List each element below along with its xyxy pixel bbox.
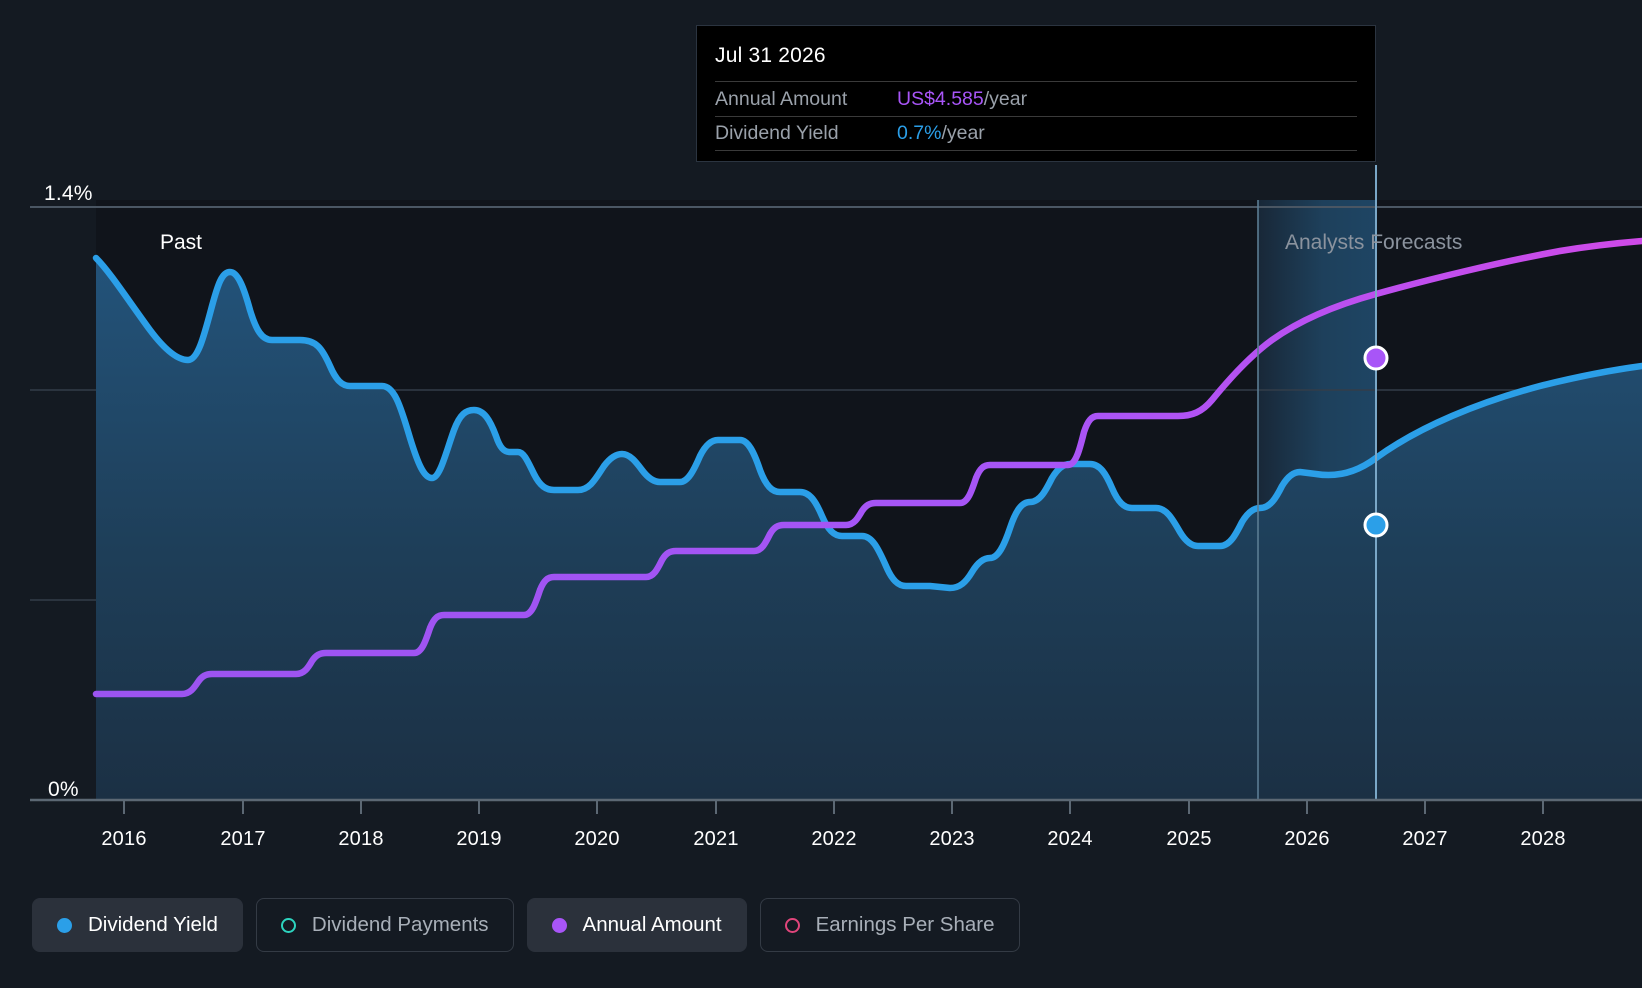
tooltip-row-value-accent: US$4.585 <box>897 87 984 110</box>
x-axis-tick-label: 2019 <box>456 828 502 850</box>
legend-item-dividend-payments[interactable]: Dividend Payments <box>255 898 514 952</box>
x-axis-tick-label: 2025 <box>1166 828 1212 850</box>
chart-plot-area: 1.4% 0% Past Analysts Forecasts <box>30 165 1642 814</box>
tooltip-row-key: Annual Amount <box>715 87 848 110</box>
legend-marker-icon <box>57 917 72 933</box>
x-axis-tick-label: 2023 <box>929 828 975 850</box>
marker-annual-amount[interactable] <box>1363 345 1389 371</box>
chart-legend: Dividend Yield Dividend Payments Annual Am… <box>32 898 1020 952</box>
tooltip-row-key: Dividend Yield <box>715 122 839 144</box>
tooltip-row: Dividend Yield 0.7%/year <box>715 116 1357 151</box>
x-axis-tick-label: 2024 <box>1047 828 1093 850</box>
legend-item-label: Earnings Per Share <box>815 913 995 936</box>
tooltip-row: Annual Amount US$4.585/year <box>715 81 1357 116</box>
y-axis-label-bottom: 0% <box>48 778 79 801</box>
tooltip-date: Jul 31 2026 <box>715 44 826 67</box>
x-axis-tick-label: 2017 <box>220 828 266 850</box>
tooltip-row-value-accent: 0.7% <box>897 122 942 144</box>
x-axis-tick-label: 2028 <box>1520 828 1566 850</box>
dividend-yield-line <box>92 254 1642 592</box>
tooltip-row-value: US$4.585/year <box>897 87 1028 110</box>
x-axis-tick-label: 2021 <box>693 828 739 850</box>
y-axis-label-top: 1.4% <box>44 182 93 205</box>
x-axis-tick-label: 2016 <box>101 828 147 850</box>
tooltip-row-value: 0.7%/year <box>897 122 985 144</box>
legend-marker-icon <box>280 917 296 933</box>
legend-marker-icon <box>784 917 800 933</box>
legend-item-label: Dividend Yield <box>88 913 218 936</box>
x-axis-tick-label: 2020 <box>574 828 620 850</box>
tooltip-rows: Annual Amount US$4.585/year Dividend Yield… <box>715 81 1357 151</box>
legend-item-dividend-yield[interactable]: Dividend Yield <box>32 898 243 952</box>
x-axis-tick-label: 2018 <box>338 828 384 850</box>
dividend-yield-area <box>96 258 1642 800</box>
marker-dividend-yield[interactable] <box>1363 512 1389 538</box>
chart-tooltip: Jul 31 2026 Annual Amount US$4.585/year Di… <box>696 25 1376 162</box>
x-axis-tick-label: 2022 <box>811 828 857 850</box>
legend-item-label: Dividend Payments <box>311 913 489 936</box>
x-axis-labels: 2016 2017 2018 2019 2020 2021 2022 2023 2024 2025… <box>0 828 1642 862</box>
x-axis-tick-label: 2026 <box>1284 828 1330 850</box>
legend-marker-icon <box>551 917 567 933</box>
x-axis-tick-label: 2027 <box>1402 828 1448 850</box>
chart-svg <box>30 165 1642 814</box>
annual-amount-line <box>92 237 1642 698</box>
legend-item-label: Annual Amount <box>582 913 722 936</box>
analysts-forecasts-label: Analysts Forecasts <box>1285 231 1463 254</box>
legend-item-earnings-per-share[interactable]: Earnings Per Share <box>759 898 1020 952</box>
legend-item-annual-amount[interactable]: Annual Amount <box>526 898 747 952</box>
past-label: Past <box>159 231 202 254</box>
x-axis-ticks <box>123 800 1544 814</box>
